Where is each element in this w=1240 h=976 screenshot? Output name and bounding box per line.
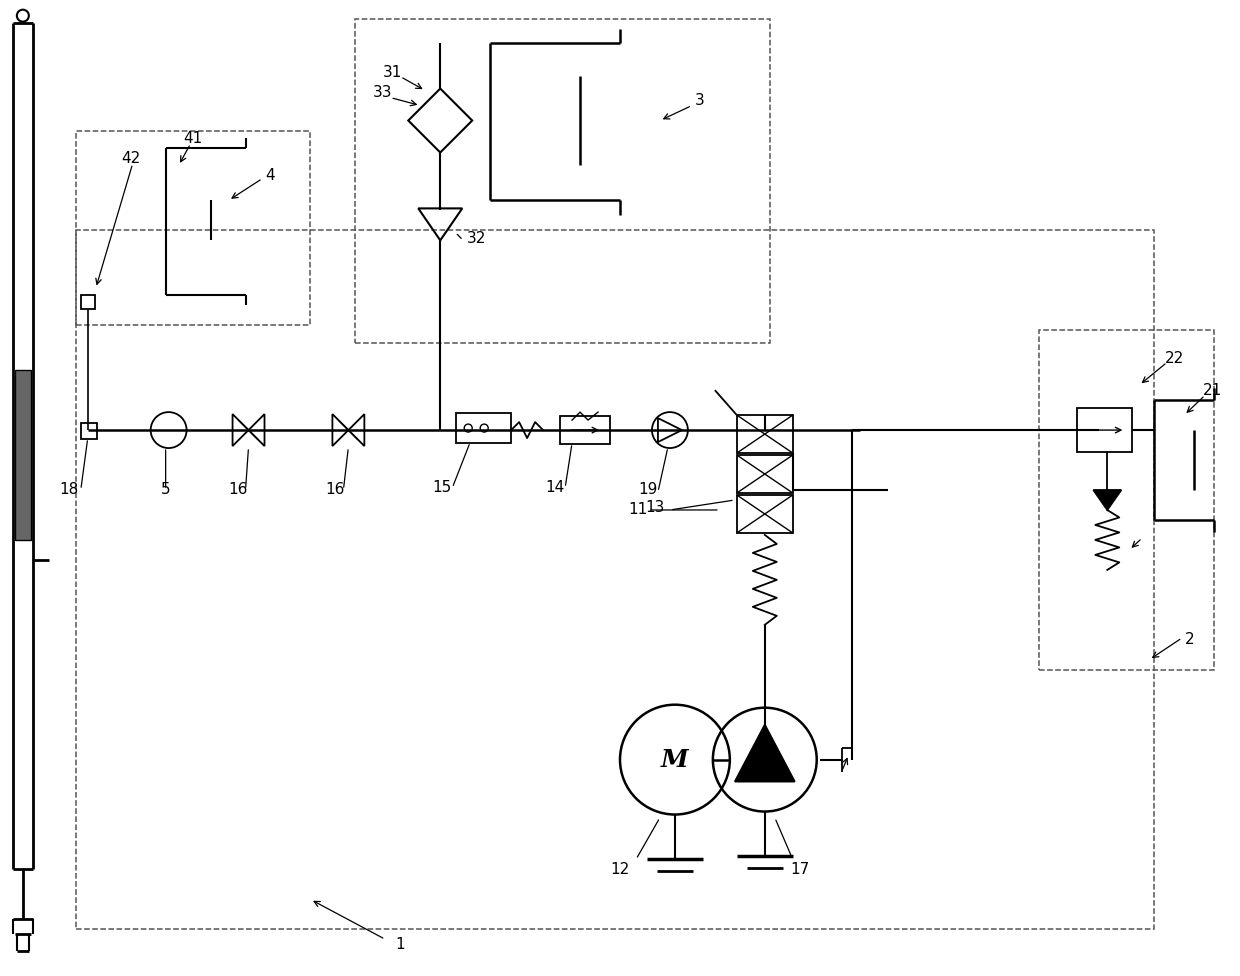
Bar [737,495,792,533]
Bar [81,423,97,439]
Bar [356,19,770,344]
Polygon shape [735,724,795,782]
Text: 32: 32 [466,231,486,246]
Bar [76,131,310,325]
Text: 22: 22 [1164,350,1184,366]
Text: 15: 15 [433,480,451,496]
Text: 31: 31 [383,65,402,80]
Text: 14: 14 [546,480,564,496]
Text: 41: 41 [184,131,202,146]
Bar [456,413,511,443]
Text: 2: 2 [1184,632,1194,647]
Text: 16: 16 [228,482,247,498]
Text: 33: 33 [372,85,392,101]
Bar [76,230,1154,929]
Bar [1078,408,1132,452]
Text: 19: 19 [639,482,657,498]
Text: 12: 12 [610,862,630,877]
Bar [737,415,792,453]
Text: 4: 4 [265,168,275,183]
Bar [737,455,792,493]
Polygon shape [1094,490,1121,510]
Text: 21: 21 [1203,383,1221,397]
Bar [81,296,94,309]
Text: 42: 42 [122,151,140,166]
Text: 5: 5 [161,482,170,498]
Text: 16: 16 [326,482,345,498]
Text: 17: 17 [790,862,810,877]
Text: M: M [661,748,688,772]
Text: 13: 13 [645,501,665,515]
Bar [15,370,31,540]
Text: 3: 3 [694,93,704,108]
Bar [560,416,610,444]
Bar [1039,330,1214,670]
Text: 11: 11 [629,503,647,517]
Text: 18: 18 [60,482,78,498]
Text: 1: 1 [396,937,405,952]
